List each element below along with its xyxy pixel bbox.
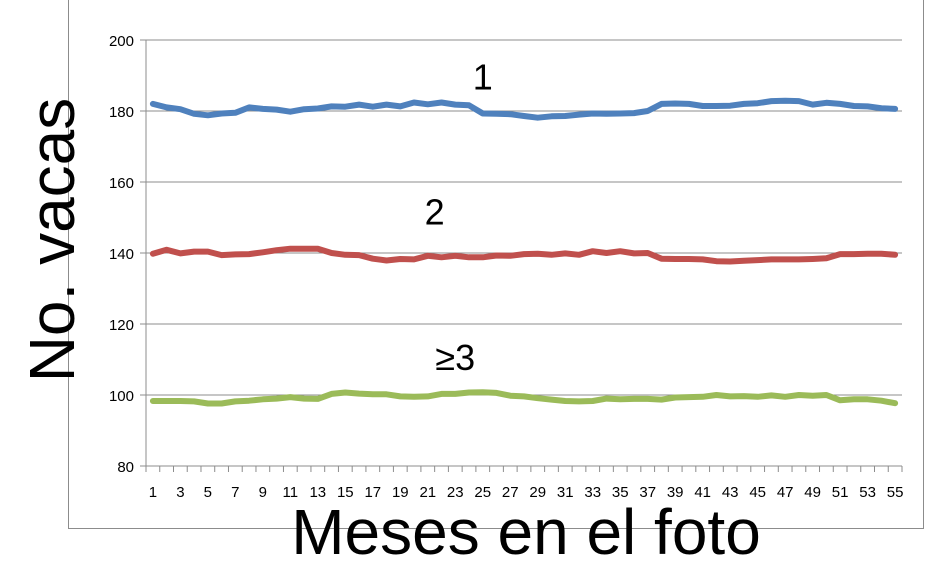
x-tick-label: 41: [694, 484, 711, 501]
x-tick-label: 23: [447, 484, 464, 501]
series-annotation-3: ≥3: [435, 337, 475, 378]
x-tick-label: 19: [392, 484, 409, 501]
x-tick-label: 29: [529, 484, 546, 501]
x-tick-label: 47: [777, 484, 794, 501]
series-line-1: [149, 97, 899, 121]
y-tick-label: 200: [109, 33, 134, 50]
y-axis-label: No. vacas: [16, 97, 88, 383]
x-axis-label: Meses en el foto: [291, 496, 761, 568]
x-tick-label: 53: [859, 484, 876, 501]
x-tick-label: 3: [176, 484, 184, 501]
y-tick-label: 80: [117, 459, 134, 476]
series-annotation-1: 1: [473, 57, 493, 98]
gridlines: [146, 39, 902, 396]
x-tick-label: 39: [667, 484, 684, 501]
x-tick-label: 55: [887, 484, 904, 501]
y-tick-label: 100: [109, 388, 134, 405]
y-tick-label: 120: [109, 317, 134, 334]
x-tick-label: 15: [337, 484, 354, 501]
x-tick-label: 25: [474, 484, 491, 501]
x-tick-label: 5: [204, 484, 212, 501]
series-annotation-2: 2: [425, 192, 445, 233]
x-tick-label: 7: [231, 484, 239, 501]
annotation-layer: 1 2 ≥3: [425, 57, 493, 378]
x-axis: 1 3 5 7 9 11 13 15 17 19 21 23 25 27 29 31 33 35 37 39 41 43 4…: [145, 465, 904, 501]
x-tick-label: 17: [364, 484, 381, 501]
series-line-3: [149, 389, 899, 407]
y-tick-label: 160: [109, 175, 134, 192]
x-tick-label: 11: [283, 484, 299, 501]
series-layer: [149, 97, 899, 407]
x-tick-label: 27: [502, 484, 519, 501]
x-tick-label: 31: [557, 484, 574, 501]
x-tick-label: 49: [804, 484, 821, 501]
y-tick-label: 140: [109, 246, 134, 263]
x-tick-label: 13: [309, 484, 326, 501]
x-tick-label: 9: [259, 484, 267, 501]
x-tick-label: 43: [722, 484, 739, 501]
y-tick-label: 180: [109, 104, 134, 121]
x-tick-label: 37: [639, 484, 656, 501]
x-tick-label: 45: [749, 484, 766, 501]
x-tick-label: 1: [149, 484, 157, 501]
y-axis: 80 100 120 140 160 180 200: [109, 33, 147, 476]
x-tick-label: 51: [832, 484, 849, 501]
x-tick-label: 33: [584, 484, 601, 501]
x-tick-label: 21: [419, 484, 436, 501]
x-tick-label: 35: [612, 484, 629, 501]
chart-frame: [68, 0, 924, 529]
series-line-2: [149, 245, 899, 265]
